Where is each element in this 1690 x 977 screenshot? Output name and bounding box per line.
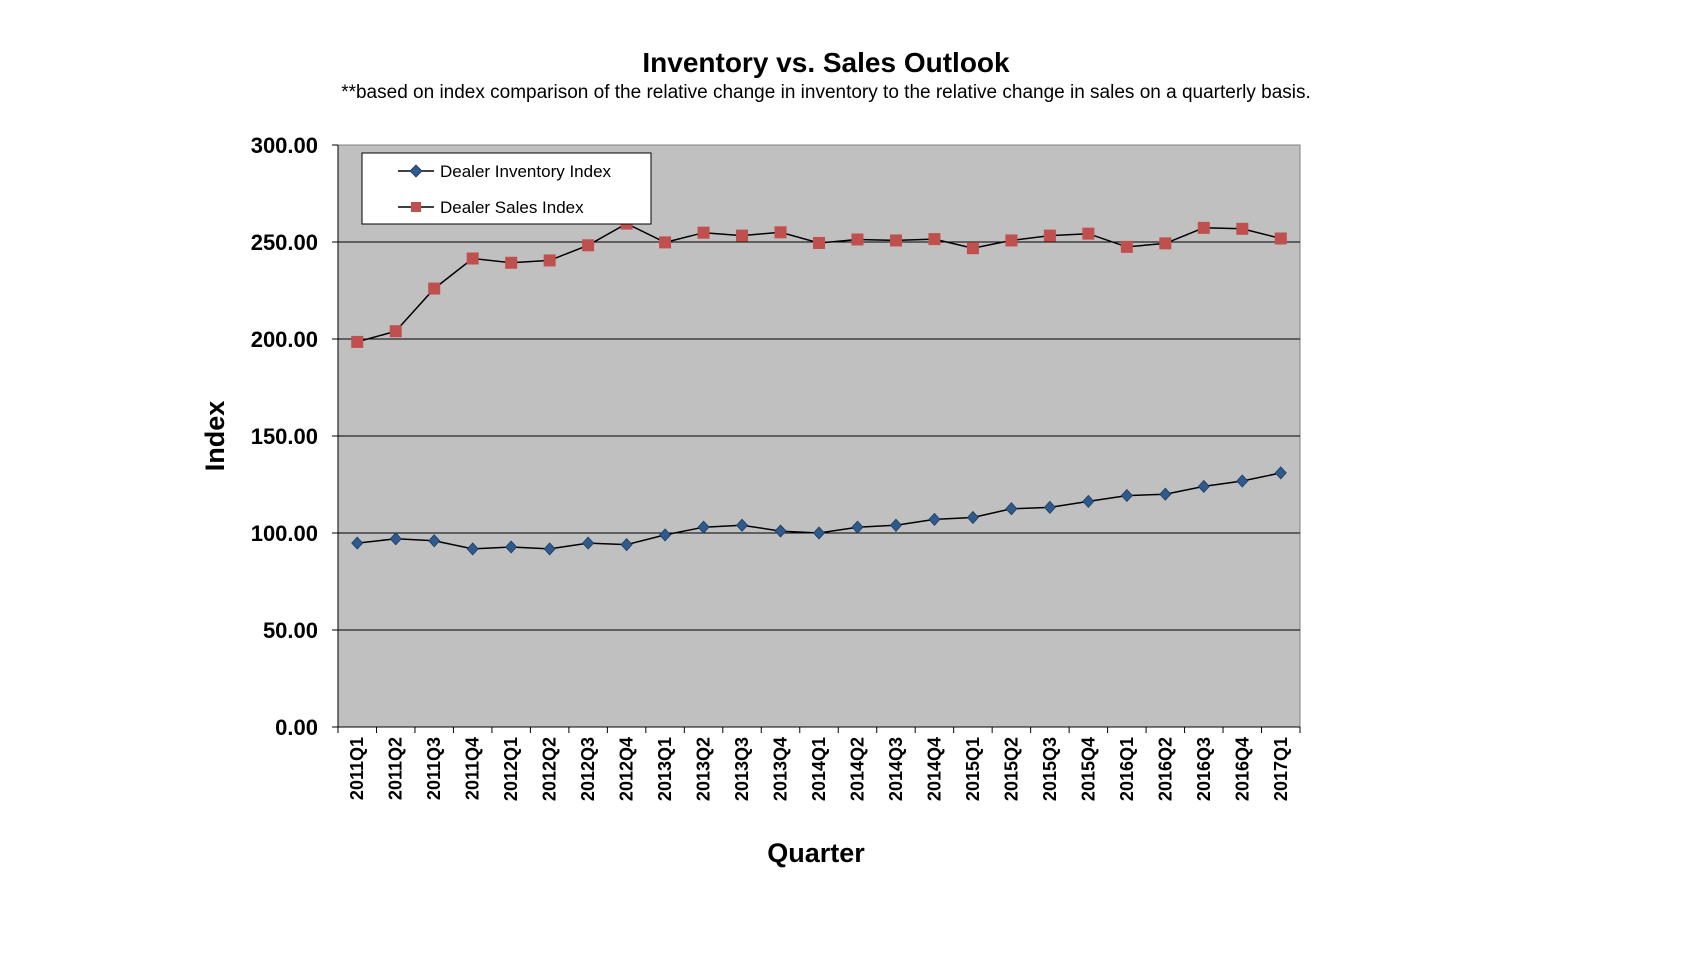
x-tick-label: 2017Q1 xyxy=(1271,737,1291,801)
data-point-2 xyxy=(889,234,902,247)
legend-label-sales: Dealer Sales Index xyxy=(440,198,584,217)
data-point-2 xyxy=(736,229,749,242)
data-point-1 xyxy=(466,542,479,556)
data-point-2 xyxy=(774,226,787,239)
data-point-2 xyxy=(1120,240,1133,253)
x-tick-label: 2013Q2 xyxy=(694,737,714,801)
data-point-2 xyxy=(505,256,518,269)
data-point-2 xyxy=(659,236,672,249)
data-point-2 xyxy=(466,252,479,265)
data-point-1 xyxy=(351,536,364,550)
chart-title: Inventory vs. Sales Outlook xyxy=(642,47,1010,78)
x-tick-label: 2012Q4 xyxy=(617,737,637,801)
x-tick-label: 2014Q1 xyxy=(809,737,829,801)
data-point-1 xyxy=(620,538,633,552)
x-tick-label: 2011Q3 xyxy=(424,737,444,800)
y-axis-label: Index xyxy=(200,401,230,472)
data-point-1 xyxy=(1274,466,1287,480)
data-point-1 xyxy=(928,512,941,527)
data-point-2 xyxy=(697,226,710,239)
data-point-2 xyxy=(351,335,364,348)
data-point-2 xyxy=(543,254,556,267)
x-tick-label: 2011Q4 xyxy=(463,737,483,800)
y-tick-label: 300.00 xyxy=(251,133,318,158)
data-point-2 xyxy=(1236,222,1249,235)
y-tick-label: 200.00 xyxy=(251,327,318,352)
data-point-2 xyxy=(1082,227,1095,240)
data-point-1 xyxy=(428,534,441,548)
data-point-2 xyxy=(928,233,941,246)
legend-box xyxy=(361,152,652,225)
data-point-1 xyxy=(1159,487,1172,501)
data-point-1 xyxy=(1120,488,1133,503)
y-tick-label: 250.00 xyxy=(251,230,318,255)
chart-subtitle: **based on index comparison of the relat… xyxy=(341,82,1311,103)
data-point-1 xyxy=(735,518,749,532)
legend: Dealer Inventory Index Dealer Sales Inde… xyxy=(361,152,652,225)
data-point-1 xyxy=(582,536,595,550)
data-point-1 xyxy=(774,524,787,538)
data-point-2 xyxy=(1274,232,1287,245)
legend-label-inventory: Dealer Inventory Index xyxy=(440,162,612,181)
data-point-1 xyxy=(505,540,518,554)
data-point-1 xyxy=(1082,494,1095,508)
y-axis: 0.00 50.00 100.00 150.00 200.00 250.00 300.00 xyxy=(251,133,339,740)
x-tick-label: 2013Q4 xyxy=(771,737,791,801)
y-tick-label: 100.00 xyxy=(251,521,318,546)
x-tick-label: 2012Q1 xyxy=(501,737,521,801)
data-point-1 xyxy=(1236,474,1249,488)
data-point-2 xyxy=(966,242,979,255)
data-point-2 xyxy=(1043,229,1056,242)
x-tick-label: 2012Q3 xyxy=(578,737,598,801)
data-point-1 xyxy=(389,532,402,546)
x-tick-label: 2014Q3 xyxy=(886,737,906,801)
x-tick-label: 2013Q3 xyxy=(732,737,752,801)
data-point-2 xyxy=(389,325,402,338)
data-point-1 xyxy=(1005,502,1018,516)
data-point-1 xyxy=(543,542,556,556)
x-tick-label: 2015Q3 xyxy=(1040,737,1060,801)
data-point-2 xyxy=(1197,221,1210,234)
legend-marker-inventory xyxy=(409,164,423,178)
data-point-1 xyxy=(889,518,903,532)
data-point-2 xyxy=(1005,234,1018,247)
x-tick-label: 2015Q4 xyxy=(1078,737,1098,801)
x-tick-label: 2015Q2 xyxy=(1001,737,1021,801)
x-tick-label: 2014Q2 xyxy=(847,737,867,801)
x-tick-label: 2016Q1 xyxy=(1117,737,1137,801)
data-point-2 xyxy=(582,239,595,252)
data-point-1 xyxy=(697,520,710,534)
x-axis: 2011Q1 2011Q2 2011Q3 2011Q4 2012Q1 2012Q2 2012… xyxy=(337,726,1301,801)
data-point-1 xyxy=(851,520,864,534)
data-point-1 xyxy=(1043,500,1056,514)
x-tick-label: 2011Q1 xyxy=(347,737,367,800)
x-axis-label: Quarter xyxy=(767,838,865,868)
data-point-1 xyxy=(1197,479,1210,494)
x-tick-label: 2011Q2 xyxy=(386,737,406,800)
data-point-1 xyxy=(966,510,979,525)
x-tick-label: 2016Q4 xyxy=(1232,737,1252,801)
data-point-2 xyxy=(851,233,864,246)
x-tick-label: 2013Q1 xyxy=(655,737,675,801)
y-tick-label: 0.00 xyxy=(275,715,318,740)
legend-marker-sales xyxy=(411,202,421,212)
y-tick-label: 150.00 xyxy=(251,424,318,449)
x-tick-label: 2012Q2 xyxy=(540,737,560,801)
x-tick-label: 2015Q1 xyxy=(963,737,983,801)
x-tick-label: 2014Q4 xyxy=(924,737,944,801)
x-tick-label: 2016Q2 xyxy=(1155,737,1175,801)
x-tick-label: 2016Q3 xyxy=(1194,737,1214,801)
data-point-2 xyxy=(1159,237,1172,250)
data-point-1 xyxy=(812,526,826,540)
y-tick-label: 50.00 xyxy=(263,618,318,643)
data-point-2 xyxy=(813,236,825,249)
data-point-2 xyxy=(428,282,441,295)
data-point-1 xyxy=(659,528,672,542)
